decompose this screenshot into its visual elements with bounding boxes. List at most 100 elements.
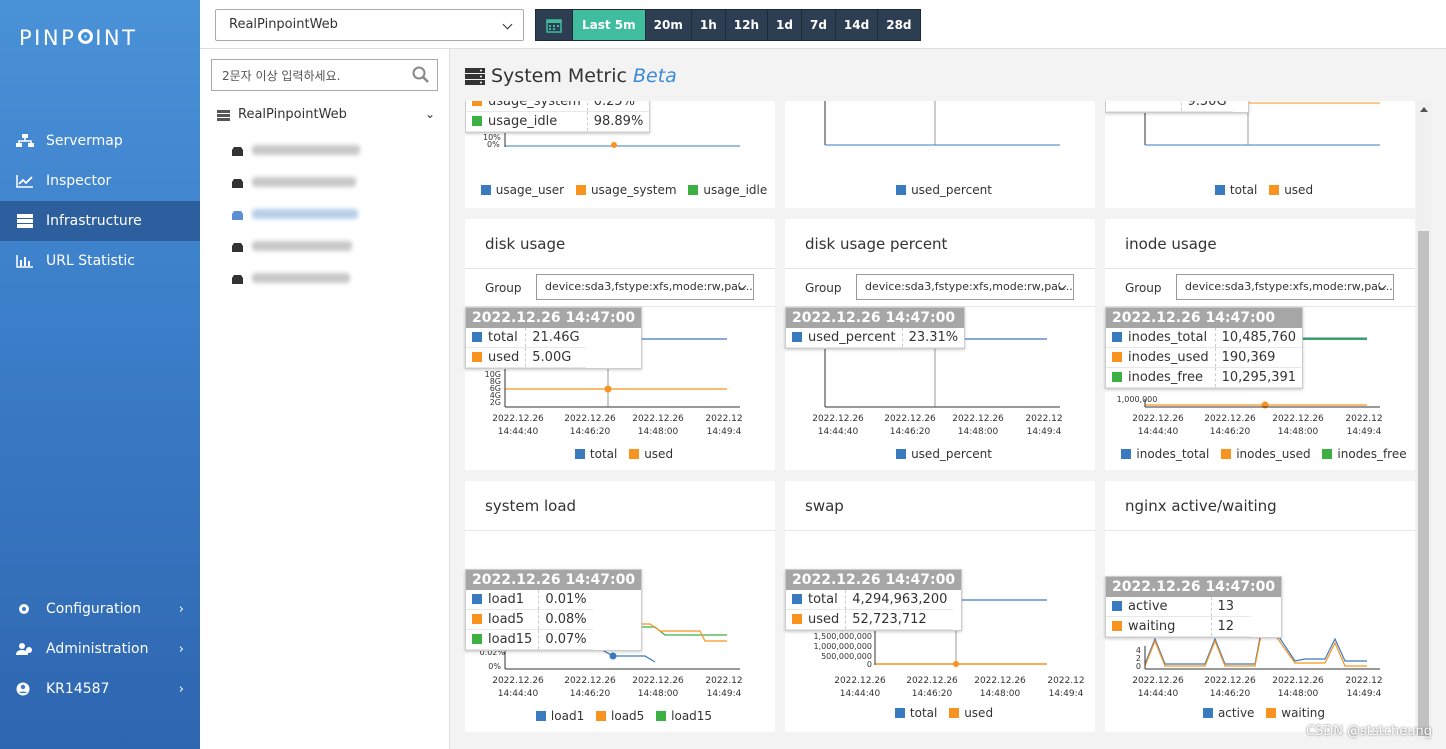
agent-item[interactable] <box>231 241 352 252</box>
tip-name: waiting <box>1128 619 1176 634</box>
agent-list-panel: 2문자 이상 입력하세요. RealPinpointWeb ⌄ <box>200 49 450 749</box>
chevron-right-icon: › <box>178 681 184 697</box>
chevron-down-icon[interactable]: ⌄ <box>424 107 435 121</box>
nav-user[interactable]: KR14587 › <box>0 669 200 709</box>
search-icon[interactable] <box>412 66 429 83</box>
scroll-up-arrow-icon[interactable] <box>1420 107 1428 112</box>
agent-name-redacted <box>252 209 358 219</box>
legend-item[interactable]: used <box>1284 183 1314 197</box>
tooltip: 2022.12.26 14:47:00 total 4,294,963,200 u… <box>785 569 963 631</box>
nav-infrastructure[interactable]: Infrastructure <box>0 201 200 241</box>
legend-item[interactable]: used_percent <box>911 183 992 197</box>
period-14d[interactable]: 14d <box>834 10 877 40</box>
period-1h[interactable]: 1h <box>690 10 725 40</box>
period-7d[interactable]: 7d <box>800 10 835 40</box>
tip-row: load5 <box>466 609 539 630</box>
legend-item[interactable]: used <box>964 706 994 720</box>
card-disk-usage-percent: disk usage percent Group device:sda3,fst… <box>785 219 1095 470</box>
legend-item[interactable]: usage_system <box>590 183 677 197</box>
legend-item[interactable]: load1 <box>550 709 585 723</box>
content-scrollbar[interactable] <box>1416 101 1431 741</box>
legend-swatch <box>1322 449 1333 459</box>
x-tick-label: 2022.12.26 <box>952 414 1004 424</box>
x-tick-label: 2022.12.26 <box>974 676 1026 686</box>
agent-search-input[interactable]: 2문자 이상 입력하세요. <box>211 59 438 91</box>
group-select[interactable]: device:sda3,fstype:xfs,mode:rw,pat... <box>1176 274 1394 300</box>
x-tick-label: 2022.12.26 <box>1272 414 1324 424</box>
group-filter: Group device:sda3,fstype:xfs,mode:rw,pat… <box>1105 269 1415 307</box>
period-last-5m[interactable]: Last 5m <box>572 10 645 40</box>
calendar-icon[interactable] <box>536 10 572 40</box>
group-label: Group <box>1125 281 1162 295</box>
card-swap: swap 2022.12.26 14:47:00 total 4,294,963,… <box>785 481 1095 732</box>
data-point <box>611 142 617 148</box>
legend-item[interactable]: used <box>644 447 674 461</box>
group-label: Group <box>485 281 522 295</box>
x-tick-label: 2022.12.26 <box>632 676 684 686</box>
tip-name: used_percent <box>808 330 896 345</box>
agent-item[interactable] <box>231 273 350 284</box>
gear-icon <box>16 602 34 616</box>
legend-item[interactable]: load5 <box>611 709 645 723</box>
tip-value: 98.89% <box>586 111 650 132</box>
application-select[interactable]: RealPinpointWeb <box>215 9 524 41</box>
tip-row: usage_idle <box>466 111 588 132</box>
page-title: System Metric Beta <box>465 65 677 87</box>
nav-administration[interactable]: Administration › <box>0 629 200 669</box>
legend-item[interactable]: usage_user <box>495 183 565 197</box>
legend-item[interactable]: total <box>909 706 938 720</box>
tree-root-app[interactable]: RealPinpointWeb <box>217 107 347 122</box>
agent-item-selected[interactable] <box>231 209 358 220</box>
legend-swatch <box>896 449 907 459</box>
legend-item[interactable]: total <box>589 447 618 461</box>
period-28d[interactable]: 28d <box>877 10 919 40</box>
tip-row: load15 <box>466 629 539 650</box>
x-tick-label: 14:49:4 <box>707 427 742 437</box>
y-tick: 10G <box>485 370 501 379</box>
nav-inspector[interactable]: Inspector <box>0 161 200 201</box>
y-tick: 0% <box>487 140 500 149</box>
y-tick: 0 <box>1136 662 1141 671</box>
tooltip-time: 2022.12.26 14:47:00 <box>1106 308 1303 328</box>
top-bar: RealPinpointWeb Last 5m 20m 1h 12h 1d 7d… <box>200 0 1446 49</box>
legend-swatch <box>1214 185 1225 195</box>
card-cpu: usage_system 0.25% usage_idle 98.89% 10% 0… <box>465 101 775 208</box>
legend-item[interactable]: inodes_total <box>1136 447 1210 461</box>
period-12h[interactable]: 12h <box>724 10 767 40</box>
x-tick-label: 14:44:40 <box>498 427 539 437</box>
nav-url-statistic[interactable]: URL Statistic <box>0 241 200 281</box>
period-20m[interactable]: 20m <box>644 10 691 40</box>
legend-item[interactable]: used_percent <box>911 447 992 461</box>
group-select[interactable]: device:sda3,fstype:xfs,mode:rw,pat... <box>536 274 754 300</box>
legend-swatch <box>1269 185 1280 195</box>
tip-value: 4,294,963,200 <box>845 590 954 610</box>
agent-item[interactable] <box>231 145 360 156</box>
scrollbar-thumb[interactable] <box>1418 231 1429 736</box>
legend-item[interactable]: waiting <box>1281 706 1326 720</box>
x-tick-label: 14:49:4 <box>1347 427 1382 437</box>
nav-servermap[interactable]: Servermap <box>0 121 200 161</box>
nav-configuration[interactable]: Configuration › <box>0 589 200 629</box>
tooltip: 9.50G <box>1105 101 1249 113</box>
legend-item[interactable]: inodes_used <box>1236 447 1311 461</box>
legend-item[interactable]: active <box>1217 706 1255 720</box>
x-tick-label: 14:49:4 <box>1347 689 1382 699</box>
agent-item[interactable] <box>231 177 356 188</box>
group-select[interactable]: device:sda3,fstype:xfs,mode:rw,pat... <box>856 274 1074 300</box>
legend-item[interactable]: total <box>1229 183 1258 197</box>
pinpoint-logo[interactable]: PINP INT <box>19 26 138 50</box>
x-tick-label: 2022.12 <box>705 676 742 686</box>
disk-usage-chart: 10G 8G 6G 4G 2G 2022.12.26 14:44:40 2022.1… <box>485 338 743 437</box>
period-1d[interactable]: 1d <box>767 10 801 40</box>
legend-item[interactable]: inodes_free <box>1337 447 1407 461</box>
tip-name: inodes_free <box>1128 370 1203 385</box>
tooltip-time: 2022.12.26 14:47:00 <box>466 308 642 328</box>
y-tick: 2 <box>1136 654 1141 663</box>
legend-item[interactable]: usage_idle <box>703 183 768 197</box>
card-title: inode usage <box>1105 219 1415 269</box>
tip-row: active <box>1106 597 1211 617</box>
group-label: Group <box>805 281 842 295</box>
y-tick: 0% <box>488 662 501 671</box>
card-title: swap <box>785 481 1095 531</box>
legend-item[interactable]: load15 <box>671 709 713 723</box>
